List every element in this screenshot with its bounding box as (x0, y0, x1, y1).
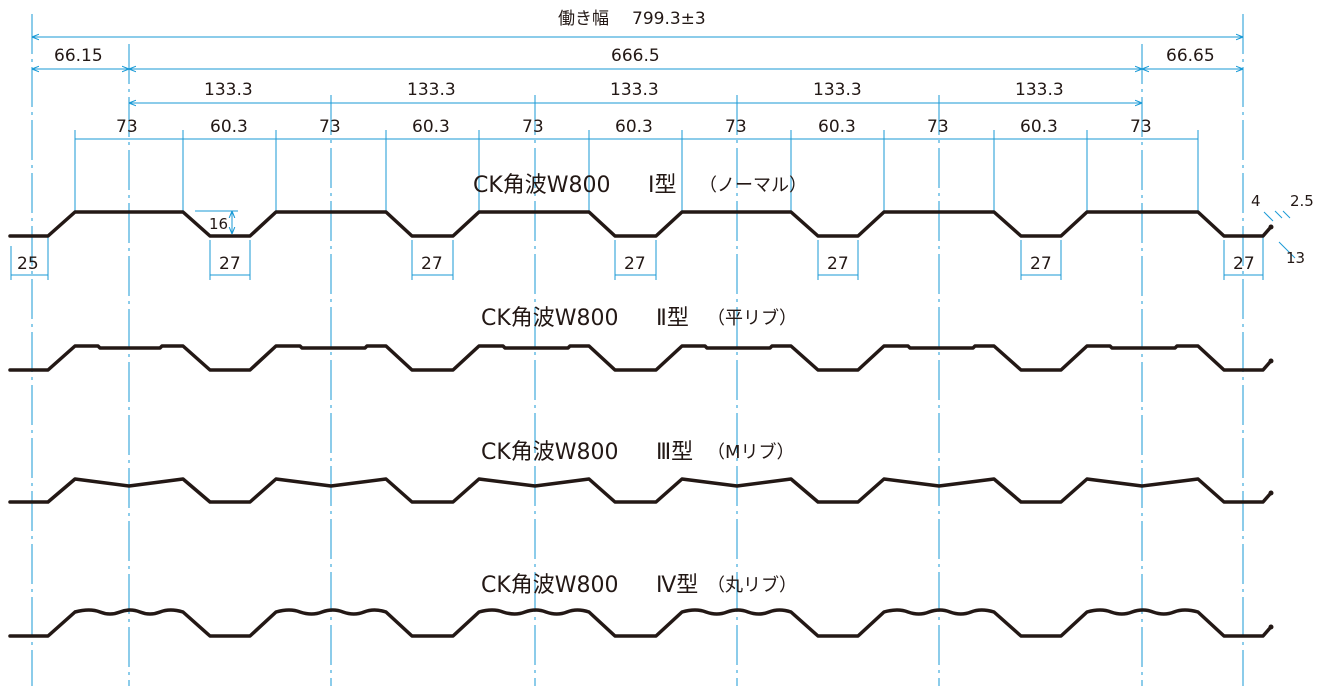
row3-label: 73 (116, 117, 138, 137)
row3-label: 60.3 (412, 117, 450, 137)
bottom-dim-label: 25 (17, 254, 39, 274)
row3-label: 73 (927, 117, 949, 137)
row1-label: 66.65 (1166, 46, 1215, 66)
profile-type: Ⅲ型 (656, 440, 693, 465)
profile-type4 (8, 608, 1272, 638)
row3-label: 60.3 (1020, 117, 1058, 137)
row2-label: 133.3 (610, 80, 659, 100)
profile-title-3: CK角波W800 Ⅲ型 （Mリブ） (481, 440, 795, 465)
profile-name: CK角波W800 (473, 173, 611, 198)
row2-label: 133.3 (204, 80, 253, 100)
profile-type3 (8, 477, 1272, 504)
profile-title-1: CK角波W800 Ⅰ型 （ノーマル） (473, 173, 807, 198)
profiles (8, 210, 1274, 638)
profile-type1 (8, 210, 1272, 238)
row2-label: 133.3 (407, 80, 456, 100)
bottom-dim-label: 27 (219, 254, 241, 274)
profile-sub: （平リブ） (707, 307, 797, 329)
row3-label: 60.3 (615, 117, 653, 137)
profile-name: CK角波W800 (481, 573, 619, 598)
bottom-dim-label: 27 (1233, 254, 1255, 274)
bottom-dim-label: 27 (827, 254, 849, 274)
overall-width-title: 働き幅 (558, 9, 609, 29)
profile-title-4: CK角波W800 Ⅳ型 （丸リブ） (481, 573, 797, 598)
row2-label: 133.3 (813, 80, 862, 100)
row3-label: 73 (319, 117, 341, 137)
row2-label: 133.3 (1015, 80, 1064, 100)
center-lines (31, 14, 1244, 686)
bottom-dim-label: 27 (1030, 254, 1052, 274)
profile-type: Ⅱ型 (656, 306, 689, 331)
row3-label: 73 (725, 117, 747, 137)
profile-sub: （Mリブ） (707, 441, 795, 463)
overall-width-value: 799.3±3 (632, 9, 706, 29)
row1-label: 66.15 (54, 46, 103, 66)
profile-name: CK角波W800 (481, 306, 619, 331)
profile-sub: （ノーマル） (699, 175, 807, 196)
row3-label: 60.3 (210, 117, 248, 137)
row3-label: 73 (522, 117, 544, 137)
profile-type2 (8, 344, 1272, 372)
overall-width-label: 働き幅 799.3±3 (558, 9, 706, 29)
profile-sub: （丸リブ） (707, 574, 797, 596)
row1-label: 666.5 (611, 46, 660, 66)
row3-label: 60.3 (818, 117, 856, 137)
bottom-dim-label: 27 (624, 254, 646, 274)
profile-title-2: CK角波W800 Ⅱ型 （平リブ） (481, 306, 797, 331)
profile-type: Ⅳ型 (656, 573, 698, 598)
profile-type: Ⅰ型 (648, 173, 677, 198)
row3-label: 73 (1130, 117, 1152, 137)
edge-dim-label: 2.5 (1290, 192, 1314, 210)
profile-name: CK角波W800 (481, 440, 619, 465)
height-dim-label: 16 (209, 215, 228, 233)
bottom-dim-label: 27 (421, 254, 443, 274)
edge-dim-label: 4 (1251, 192, 1261, 210)
dimension-lines (10, 37, 1296, 280)
edge-dim-label: 13 (1286, 249, 1305, 267)
